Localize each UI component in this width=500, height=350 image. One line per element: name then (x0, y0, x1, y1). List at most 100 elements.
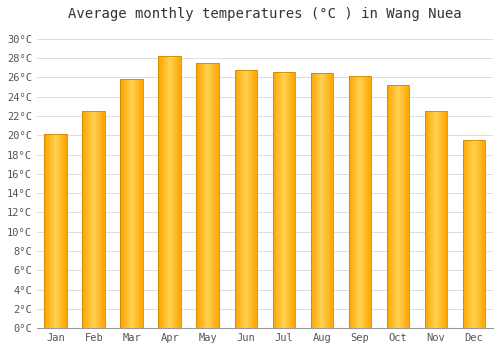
Bar (198, 63, 199, 328)
Bar (424, 111, 426, 328)
Bar (211, 63, 212, 328)
Bar (294, 72, 296, 328)
Bar (255, 70, 256, 328)
Bar (402, 85, 404, 328)
Bar (395, 85, 396, 328)
Bar (464, 140, 465, 328)
Bar (243, 70, 244, 328)
Bar (424, 111, 448, 328)
Bar (82, 111, 105, 328)
Bar (60, 134, 61, 328)
Bar (277, 72, 278, 328)
Bar (213, 63, 214, 328)
Bar (130, 79, 131, 328)
Bar (276, 72, 277, 328)
Bar (326, 74, 328, 328)
Bar (126, 79, 128, 328)
Bar (59, 134, 60, 328)
Bar (61, 134, 62, 328)
Bar (282, 72, 283, 328)
Bar (50, 134, 51, 328)
Bar (169, 56, 170, 328)
Bar (236, 70, 237, 328)
Bar (360, 76, 361, 328)
Bar (386, 85, 409, 328)
Bar (140, 79, 141, 328)
Bar (175, 56, 176, 328)
Bar (172, 56, 173, 328)
Bar (354, 76, 356, 328)
Bar (330, 74, 331, 328)
Bar (476, 140, 477, 328)
Bar (136, 79, 137, 328)
Bar (468, 140, 469, 328)
Bar (124, 79, 125, 328)
Bar (312, 74, 313, 328)
Bar (93, 111, 94, 328)
Bar (53, 134, 54, 328)
Bar (363, 76, 364, 328)
Bar (135, 79, 136, 328)
Bar (214, 63, 216, 328)
Bar (86, 111, 87, 328)
Bar (286, 72, 287, 328)
Bar (357, 76, 358, 328)
Bar (280, 72, 281, 328)
Bar (131, 79, 132, 328)
Bar (163, 56, 164, 328)
Bar (173, 56, 174, 328)
Bar (313, 74, 314, 328)
Bar (161, 56, 162, 328)
Bar (62, 134, 64, 328)
Bar (82, 111, 83, 328)
Bar (462, 140, 464, 328)
Bar (65, 134, 66, 328)
Bar (164, 56, 166, 328)
Bar (428, 111, 429, 328)
Bar (52, 134, 53, 328)
Bar (158, 56, 182, 328)
Bar (45, 134, 46, 328)
Bar (348, 76, 350, 328)
Bar (322, 74, 323, 328)
Bar (272, 72, 274, 328)
Bar (284, 72, 286, 328)
Bar (359, 76, 360, 328)
Bar (88, 111, 90, 328)
Bar (176, 56, 178, 328)
Bar (217, 63, 218, 328)
Bar (477, 140, 478, 328)
Bar (396, 85, 398, 328)
Bar (394, 85, 395, 328)
Bar (369, 76, 370, 328)
Bar (328, 74, 329, 328)
Bar (407, 85, 408, 328)
Bar (205, 63, 206, 328)
Bar (443, 111, 444, 328)
Bar (356, 76, 357, 328)
Bar (234, 70, 236, 328)
Bar (55, 134, 56, 328)
Bar (438, 111, 439, 328)
Bar (362, 76, 363, 328)
Bar (180, 56, 182, 328)
Bar (250, 70, 252, 328)
Bar (465, 140, 466, 328)
Bar (44, 134, 67, 328)
Bar (97, 111, 98, 328)
Bar (120, 79, 121, 328)
Bar (168, 56, 169, 328)
Bar (48, 134, 49, 328)
Bar (166, 56, 167, 328)
Bar (238, 70, 239, 328)
Bar (248, 70, 249, 328)
Bar (444, 111, 445, 328)
Bar (125, 79, 126, 328)
Bar (283, 72, 284, 328)
Bar (391, 85, 392, 328)
Bar (353, 76, 354, 328)
Bar (433, 111, 434, 328)
Bar (397, 85, 398, 328)
Bar (201, 63, 202, 328)
Bar (141, 79, 142, 328)
